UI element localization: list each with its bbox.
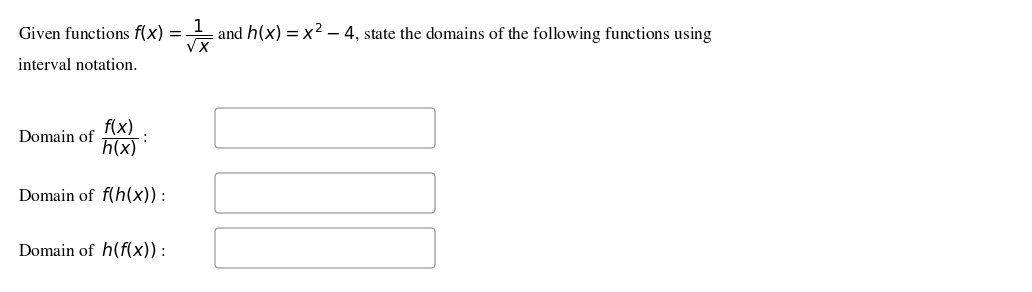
FancyBboxPatch shape <box>215 173 436 213</box>
FancyBboxPatch shape <box>215 108 436 148</box>
Text: Domain of  $\dfrac{f(x)}{h(x)}$ :: Domain of $\dfrac{f(x)}{h(x)}$ : <box>18 118 149 159</box>
Text: interval notation.: interval notation. <box>18 58 137 74</box>
Text: Domain of  $f(h(x))$ :: Domain of $f(h(x))$ : <box>18 185 165 205</box>
FancyBboxPatch shape <box>215 228 436 268</box>
Text: Given functions $f(x) = \dfrac{1}{\sqrt{x}}$ and $h(x) = x^2 - 4$, state the dom: Given functions $f(x) = \dfrac{1}{\sqrt{… <box>18 18 713 55</box>
Text: Domain of  $h(f(x))$ :: Domain of $h(f(x))$ : <box>18 240 165 260</box>
